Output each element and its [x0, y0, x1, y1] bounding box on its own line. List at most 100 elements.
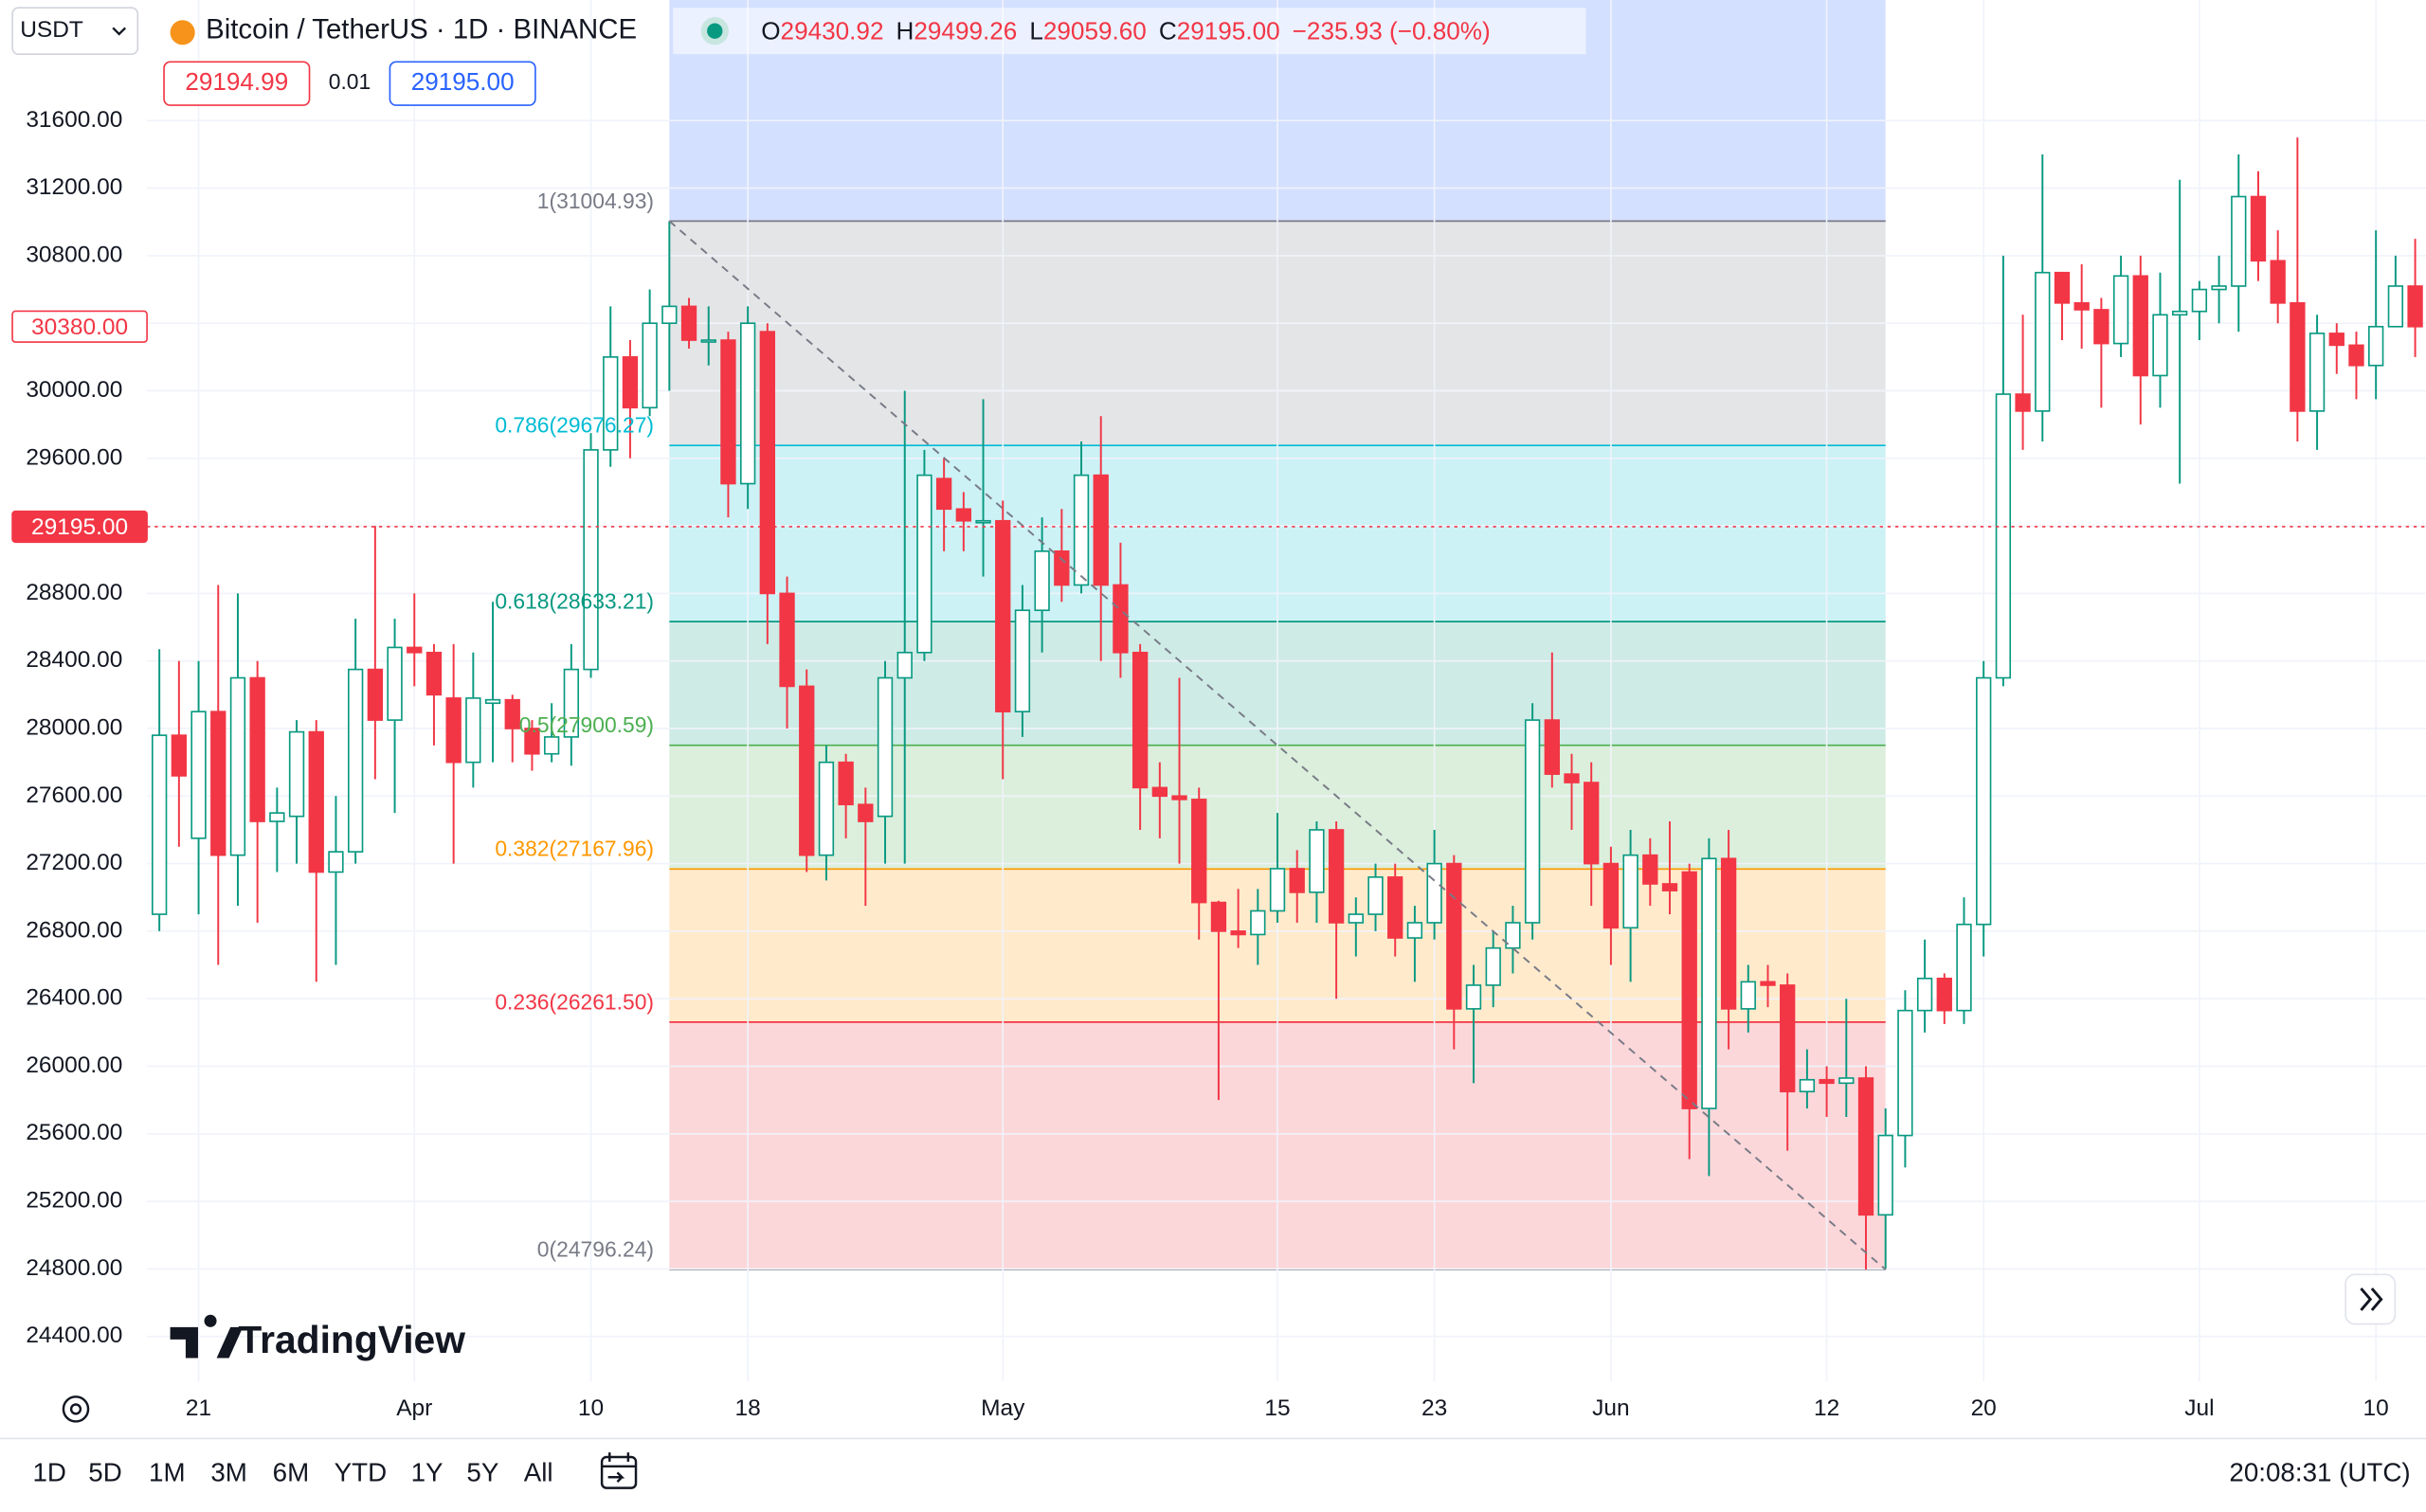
candle-body	[2308, 333, 2326, 412]
candle-body	[603, 356, 619, 451]
candle-body	[1465, 984, 1482, 1010]
scroll-to-latest-button[interactable]	[2345, 1273, 2397, 1325]
candle-body	[1799, 1078, 1816, 1093]
candle-body	[367, 668, 384, 721]
candle-body	[1780, 984, 1796, 1093]
candle-body	[1760, 981, 1776, 986]
y-tick-label: 26400.00	[26, 985, 122, 1011]
x-tick-label: 10	[2363, 1395, 2389, 1421]
candle-body	[1701, 857, 1717, 1109]
candle-body	[935, 477, 952, 511]
candle-body	[1857, 1077, 1874, 1216]
candle-body	[858, 803, 874, 822]
fib-trend-line	[668, 220, 1887, 1270]
y-tick-label: 31200.00	[26, 174, 122, 200]
price-marker	[11, 510, 148, 544]
candle-body	[2172, 310, 2188, 316]
candle-body	[171, 734, 188, 777]
candle-body	[1446, 862, 1462, 1010]
y-tick-label: 30800.00	[26, 242, 122, 267]
y-tick-label: 30000.00	[26, 377, 122, 403]
candle-body	[2073, 301, 2090, 311]
timeframe-button[interactable]: 1M	[149, 1457, 186, 1486]
candle-body	[543, 736, 560, 755]
candle-body	[1250, 909, 1266, 936]
candle-body	[2093, 309, 2109, 345]
candle-body	[407, 646, 423, 654]
timeframe-button[interactable]: 5Y	[466, 1457, 498, 1486]
timeframe-button[interactable]: 1D	[33, 1457, 66, 1486]
candle-body	[2231, 195, 2247, 287]
candle-body	[1720, 857, 1737, 1010]
candle-body	[583, 449, 599, 671]
y-tick-label: 26800.00	[26, 917, 122, 943]
candle-body	[955, 508, 971, 522]
timeframe-button[interactable]: YTD	[335, 1457, 388, 1486]
candle-body	[1544, 719, 1560, 775]
candle-body	[1406, 922, 1423, 939]
ohlc-key: C	[1159, 16, 1177, 45]
candle-body	[622, 356, 639, 409]
candle-body	[642, 322, 658, 409]
sell-button[interactable]	[163, 61, 311, 106]
candle-body	[2211, 285, 2227, 291]
x-tick-label: Apr	[396, 1395, 432, 1421]
timeframe-button[interactable]: All	[524, 1457, 553, 1486]
ohlc-change: −235.93 (−0.80%)	[1293, 16, 1491, 45]
candle-body	[838, 761, 854, 806]
candle-body	[1210, 901, 1227, 932]
x-tick-label: May	[981, 1395, 1025, 1421]
currency-dropdown[interactable]	[11, 7, 139, 55]
x-tick-label: Jul	[2184, 1395, 2214, 1421]
date-range-icon[interactable]	[600, 1452, 638, 1489]
candle-body	[1819, 1078, 1835, 1085]
ohlc-backdrop	[673, 8, 1586, 55]
y-tick-label: 24400.00	[26, 1323, 122, 1348]
ohlc-value: 29059.60	[1043, 16, 1147, 45]
candle-body	[1309, 829, 1325, 893]
candle-body	[1132, 651, 1149, 789]
candle-body	[1151, 786, 1168, 798]
candle-body	[1191, 799, 1207, 904]
candle-body	[1073, 474, 1090, 586]
candle-body	[465, 697, 481, 764]
candle-body	[288, 730, 305, 818]
candle-body	[1602, 862, 1620, 929]
candle-body	[1838, 1077, 1855, 1085]
timeframe-button[interactable]: 6M	[273, 1457, 310, 1486]
timeframe-button[interactable]: 5D	[88, 1457, 121, 1486]
buy-button[interactable]	[389, 61, 536, 106]
candle-body	[2191, 288, 2208, 313]
candle-body	[1564, 773, 1580, 783]
candle-body	[1622, 854, 1638, 929]
ask-price: 29195.00	[411, 67, 515, 96]
clock: 20:08:31 (UTC)	[2229, 1457, 2410, 1486]
candle-body	[2270, 260, 2286, 304]
candle-body	[2250, 195, 2267, 262]
candle-body	[347, 668, 364, 853]
fib-level-label: 0.786(29676.27)	[495, 413, 654, 438]
market-status-dot[interactable]	[707, 23, 723, 39]
candle-body	[2368, 325, 2384, 367]
logo-mark	[170, 1314, 244, 1359]
candle-body	[1171, 795, 1187, 801]
candle-body	[1289, 868, 1305, 893]
fib-level-label: 0.236(26261.50)	[495, 989, 654, 1014]
settings-icon[interactable]	[62, 1395, 90, 1423]
timeframe-button[interactable]: 1Y	[411, 1457, 444, 1486]
candle-body	[269, 812, 285, 822]
calendar-lines	[602, 1452, 637, 1483]
y-tick-label: 31600.00	[26, 107, 122, 133]
logo-text: TradingView	[238, 1318, 465, 1361]
candle-body	[249, 676, 265, 822]
candle-body	[387, 646, 403, 721]
candle-body	[799, 685, 815, 856]
overlay-layer: 1(31004.93) 0.786(29676.27) 0.618(28633.21…	[11, 107, 2426, 1421]
candle-body	[2407, 285, 2423, 328]
candle-body	[1505, 922, 1521, 949]
candle-body	[1661, 883, 1678, 891]
timeframe-button[interactable]: 3M	[210, 1457, 247, 1486]
bid-price: 29194.99	[185, 67, 288, 96]
x-tick-label: 20	[1971, 1395, 1997, 1421]
candle-body	[2035, 271, 2051, 412]
